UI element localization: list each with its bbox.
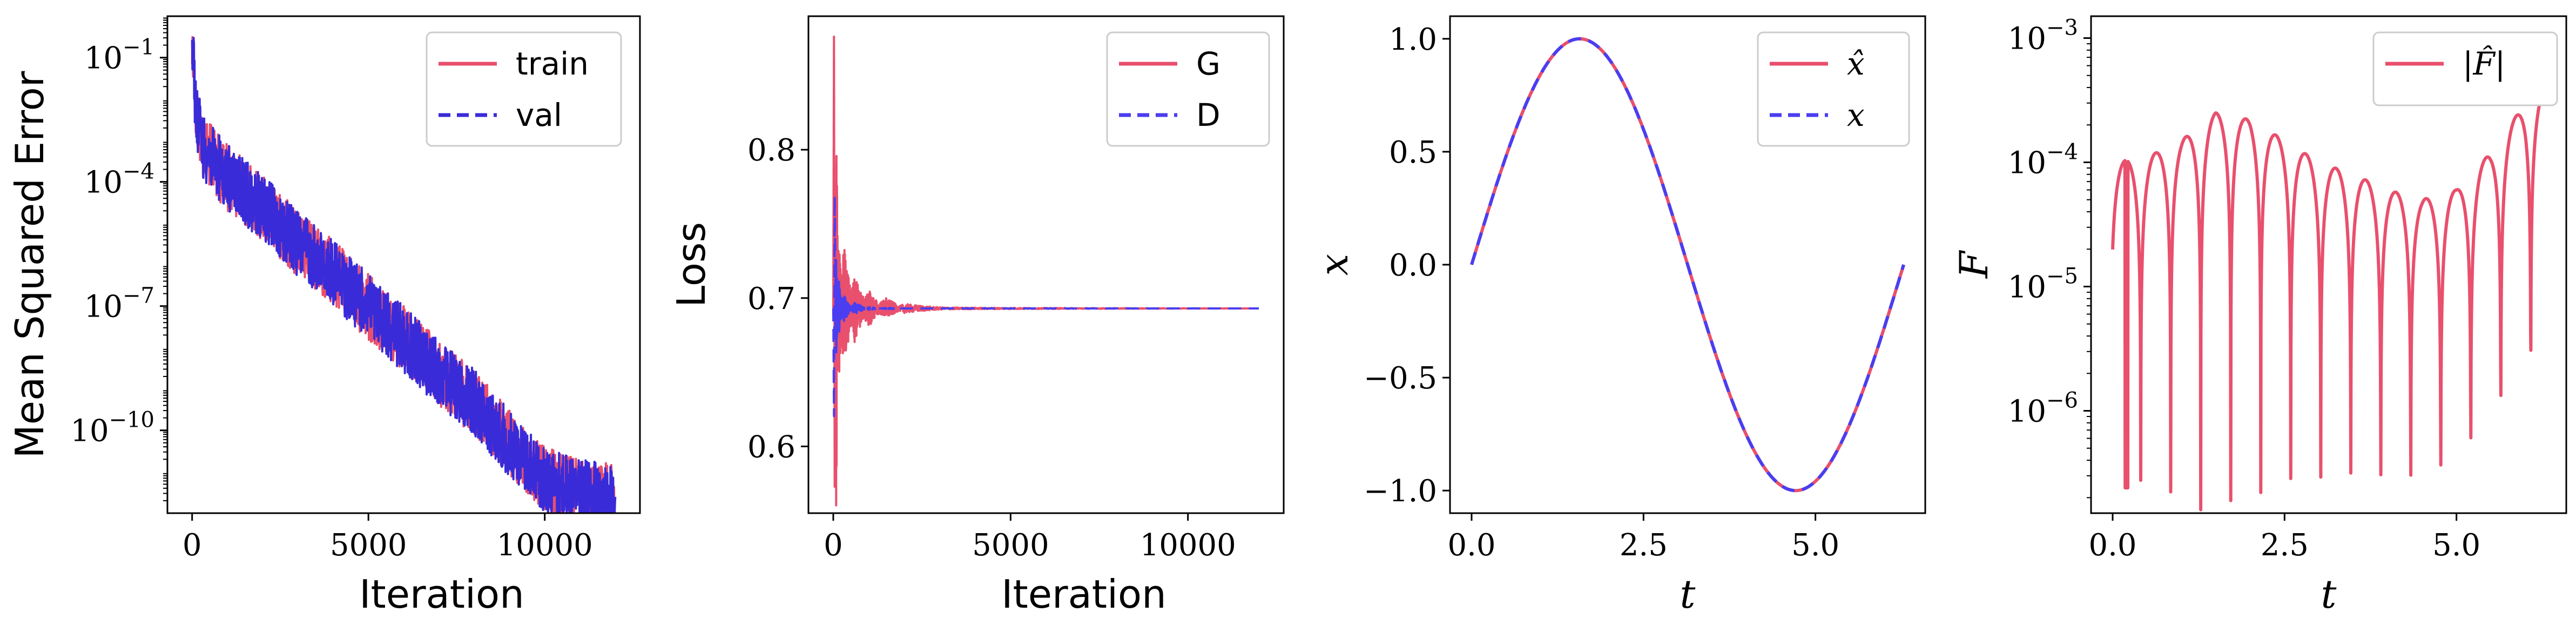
plot-area: [191, 36, 617, 513]
panel-trajectory: 0.0 2.5 5.0 −1.0 −0.5 0.0 0.5 1.0 t x x̂ x: [1311, 15, 1926, 617]
y-tick-label: 10−6: [2008, 388, 2078, 429]
y-tick-label: 0.5: [1389, 135, 1437, 170]
legend-label: x: [1847, 97, 1865, 133]
legend-label: x̂: [1847, 45, 1865, 82]
plot-area: [2111, 86, 2546, 512]
y-axis-label: F: [1951, 250, 1997, 279]
legend-label: train: [516, 45, 589, 82]
y-tick-label: 0.0: [1389, 248, 1437, 283]
legend-box: [1106, 31, 1270, 147]
plot-area: [1470, 37, 1905, 493]
y-tick-label: 0.8: [747, 133, 795, 168]
y-tick-label: 10−1: [84, 35, 154, 76]
legend: GD: [1106, 31, 1270, 147]
x-tick-label: 5.0: [2432, 528, 2480, 563]
legend-label: |F̂|: [2463, 45, 2505, 82]
legend-label: val: [516, 97, 562, 133]
y-tick-label: 10−5: [2008, 264, 2078, 305]
legend-label: D: [1196, 97, 1220, 133]
legend-box: [1757, 31, 1910, 147]
panel-loss: 0 5000 10000 0.6 0.7 0.8 Iteration Loss GD: [669, 15, 1285, 617]
x-tick-label: 2.5: [2261, 528, 2309, 563]
axes-frame: [2090, 15, 2567, 514]
x-tick-label: 2.5: [1620, 528, 1668, 563]
x-tick-label: 10000: [1140, 528, 1236, 563]
legend: train val: [426, 31, 622, 147]
y-tick-label: 10−10: [70, 408, 154, 449]
plot-area: [832, 35, 1259, 507]
series-1-line: [1470, 37, 1905, 493]
x-tick-label: 0: [183, 528, 202, 563]
panel-mse: 0 5000 10000 10−10 10−7 10−4 10−1 Iteration Mean…: [7, 15, 641, 617]
y-tick-label: 0.7: [747, 281, 795, 317]
y-axis-label: Mean Squared Error: [7, 71, 52, 458]
x-axis-label: t: [1680, 572, 1696, 617]
y-tick-label: 1.0: [1389, 22, 1437, 57]
y-tick-label: 10−7: [84, 284, 154, 325]
x-tick-label: 0.0: [2088, 528, 2136, 563]
y-axis-label: Loss: [669, 222, 714, 307]
series-1-line: [191, 37, 617, 513]
x-axis-label: Iteration: [359, 572, 524, 617]
x-tick-label: 5000: [330, 528, 407, 563]
legend-box: [426, 31, 622, 147]
y-tick-label: 10−4: [84, 159, 154, 200]
x-axis-label: t: [2321, 572, 2337, 617]
legend: x̂ x: [1757, 31, 1910, 147]
series-0-line: [2111, 86, 2546, 512]
x-tick-label: 5.0: [1791, 528, 1839, 563]
x-axis-label: Iteration: [1001, 572, 1166, 617]
x-tick-label: 0: [824, 528, 843, 563]
y-axis-label: x: [1311, 254, 1357, 276]
x-tick-label: 10000: [497, 528, 593, 563]
y-tick-label: −1.0: [1364, 474, 1437, 509]
legend-label: G: [1196, 45, 1220, 82]
series-1-line: [832, 195, 1259, 418]
x-tick-label: 5000: [972, 528, 1049, 563]
y-tick-label: 0.6: [747, 429, 795, 465]
axes-frame: [166, 15, 641, 514]
y-tick-label: 10−4: [2008, 140, 2078, 181]
axes-frame: [807, 15, 1285, 514]
x-tick-label: 0.0: [1447, 528, 1495, 563]
legend-box: [2372, 31, 2558, 106]
y-tick-label: 10−3: [2008, 16, 2078, 57]
panel-residual: 0.0 2.5 5.0 10−6 10−5 10−4 10−3 t F |F̂|: [1951, 15, 2567, 617]
legend: |F̂|: [2372, 31, 2558, 106]
y-tick-label: −0.5: [1364, 361, 1437, 396]
